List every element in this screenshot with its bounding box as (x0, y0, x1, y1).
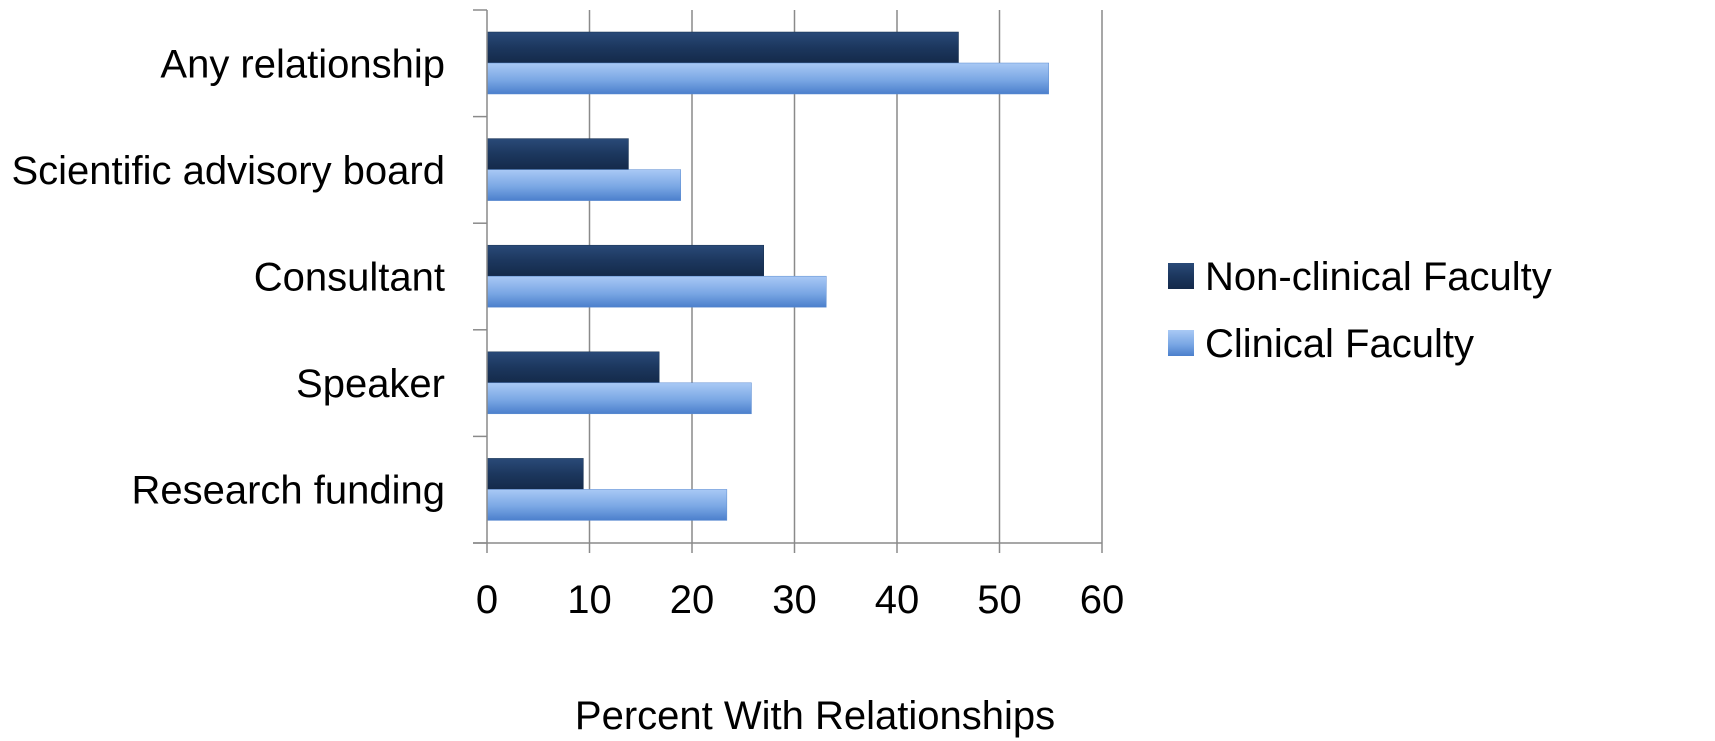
x-tick-label: 50 (977, 578, 1022, 622)
bar-clinical (486, 382, 752, 415)
x-axis-title: Percent With Relationships (575, 694, 1055, 738)
legend-label: Non-clinical Faculty (1205, 255, 1552, 299)
bar-non-clinical (486, 138, 629, 170)
x-tick-label: 20 (670, 578, 715, 622)
x-tick-label: 0 (476, 578, 498, 622)
y-tick-label: Consultant (254, 256, 445, 300)
bar-clinical (486, 169, 681, 201)
x-tick-labels: 0 10 20 30 40 50 60 (476, 578, 1124, 622)
bar-clinical (486, 62, 1049, 95)
bars (486, 31, 1049, 521)
bar-non-clinical (486, 31, 959, 64)
y-tick-label: Any relationship (160, 42, 445, 86)
bar-non-clinical (486, 244, 764, 277)
x-tick-label: 40 (875, 578, 920, 622)
x-tick-label: 30 (772, 578, 817, 622)
bar-clinical (486, 489, 728, 521)
axes (473, 9, 1103, 553)
bar-clinical (486, 275, 827, 308)
x-tick-label: 10 (567, 578, 612, 622)
bar-non-clinical (486, 458, 584, 490)
legend-swatch (1168, 330, 1194, 356)
legend: Non-clinical Faculty Clinical Faculty (1168, 255, 1552, 366)
y-tick-label: Speaker (296, 362, 445, 406)
y-tick-label: Scientific advisory board (11, 149, 445, 193)
y-tick-label: Research funding (131, 469, 445, 513)
legend-label: Clinical Faculty (1205, 322, 1474, 366)
legend-swatch (1168, 263, 1194, 289)
bar-non-clinical (486, 351, 660, 384)
x-tick-label: 60 (1080, 578, 1125, 622)
y-tick-labels: Any relationship Scientific advisory boar… (11, 42, 445, 512)
